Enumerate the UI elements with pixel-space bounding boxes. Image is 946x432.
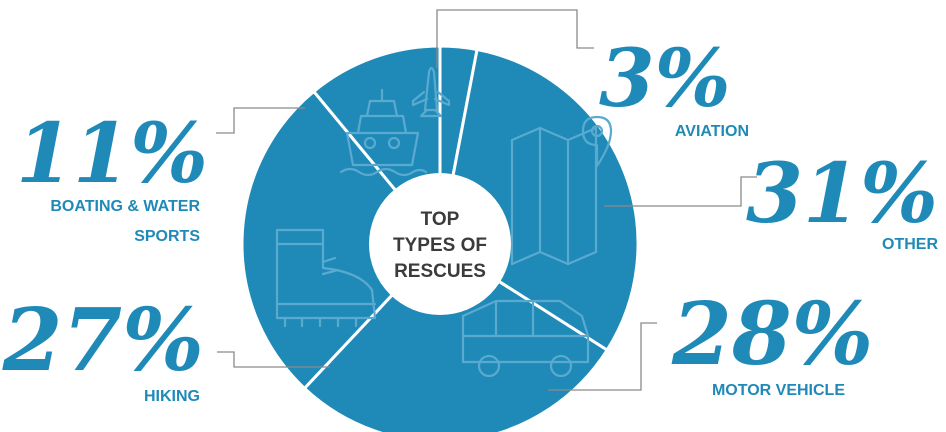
label-boating-line-2: SPORTS (134, 228, 200, 245)
car-icon (461, 299, 590, 378)
chart-title-line-1: TOP (421, 209, 460, 230)
label-aviation: AVIATION (675, 123, 749, 140)
label-other: OTHER (882, 236, 938, 253)
chart-title-line-3: RESCUES (394, 261, 486, 282)
label-hiking: HIKING (144, 388, 200, 405)
chart-title-line-2: TYPES OF (393, 235, 487, 256)
pct-motor-vehicle: 28% (671, 284, 873, 385)
leader-boating (216, 107, 305, 134)
chart-title: TOP TYPES OF RESCUES (393, 209, 487, 282)
slice-motor-vehicle (302, 242, 609, 432)
map-icon (510, 115, 613, 266)
leader-hiking (217, 351, 330, 368)
donut-hole (369, 173, 511, 315)
boot-icon (275, 228, 377, 328)
pct-aviation: 3% (599, 31, 731, 125)
leader-other (604, 176, 757, 207)
slice-hiking (240, 89, 442, 390)
pct-hiking: 27% (2, 290, 204, 391)
leader-motor-vehicle (548, 322, 657, 391)
ship-icon (339, 88, 428, 177)
pct-other: 31% (746, 146, 938, 242)
pct-boating: 11% (16, 106, 208, 202)
leader-aviation (436, 9, 594, 68)
airplane-icon (411, 66, 451, 118)
label-boating-line-1: BOATING & WATER (50, 198, 200, 215)
label-motor-vehicle: MOTOR VEHICLE (712, 382, 845, 399)
leader-lines (216, 9, 757, 391)
